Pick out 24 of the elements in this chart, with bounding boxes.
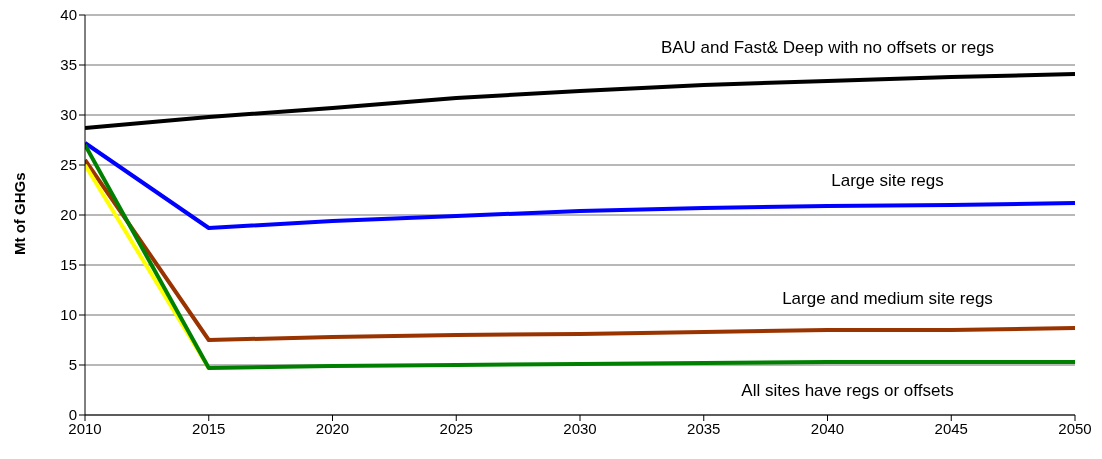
y-tick-label: 20 <box>60 206 77 224</box>
x-tick-label: 2020 <box>315 419 350 437</box>
series-label: Large and medium site regs <box>782 289 993 309</box>
y-tick-label: 15 <box>60 256 77 274</box>
series-label: Large site regs <box>831 171 944 191</box>
y-tick-label: 40 <box>60 6 77 24</box>
x-tick-label: 2015 <box>192 419 226 437</box>
line-series <box>85 143 1075 370</box>
y-tick-label: 25 <box>60 156 77 174</box>
x-tick-label: 2035 <box>687 419 721 437</box>
line-series <box>85 141 1075 230</box>
series-label: All sites have regs or offsets <box>741 381 954 401</box>
y-axis-title: Mt of GHGs <box>11 172 29 255</box>
y-tick-label: 30 <box>60 106 77 124</box>
line-series <box>85 158 1075 342</box>
series-label: BAU and Fast& Deep with no offsets or regs <box>660 38 995 58</box>
x-tick-label: 2040 <box>810 419 845 437</box>
x-tick-label: 2050 <box>1058 419 1092 437</box>
x-tick-label: 2025 <box>439 419 473 437</box>
x-tick-label: 2045 <box>934 419 968 437</box>
x-tick-label: 2030 <box>563 419 597 437</box>
y-tick-label: 5 <box>68 356 77 374</box>
y-tick-label: 35 <box>60 56 77 74</box>
y-tick-label: 10 <box>60 306 77 324</box>
